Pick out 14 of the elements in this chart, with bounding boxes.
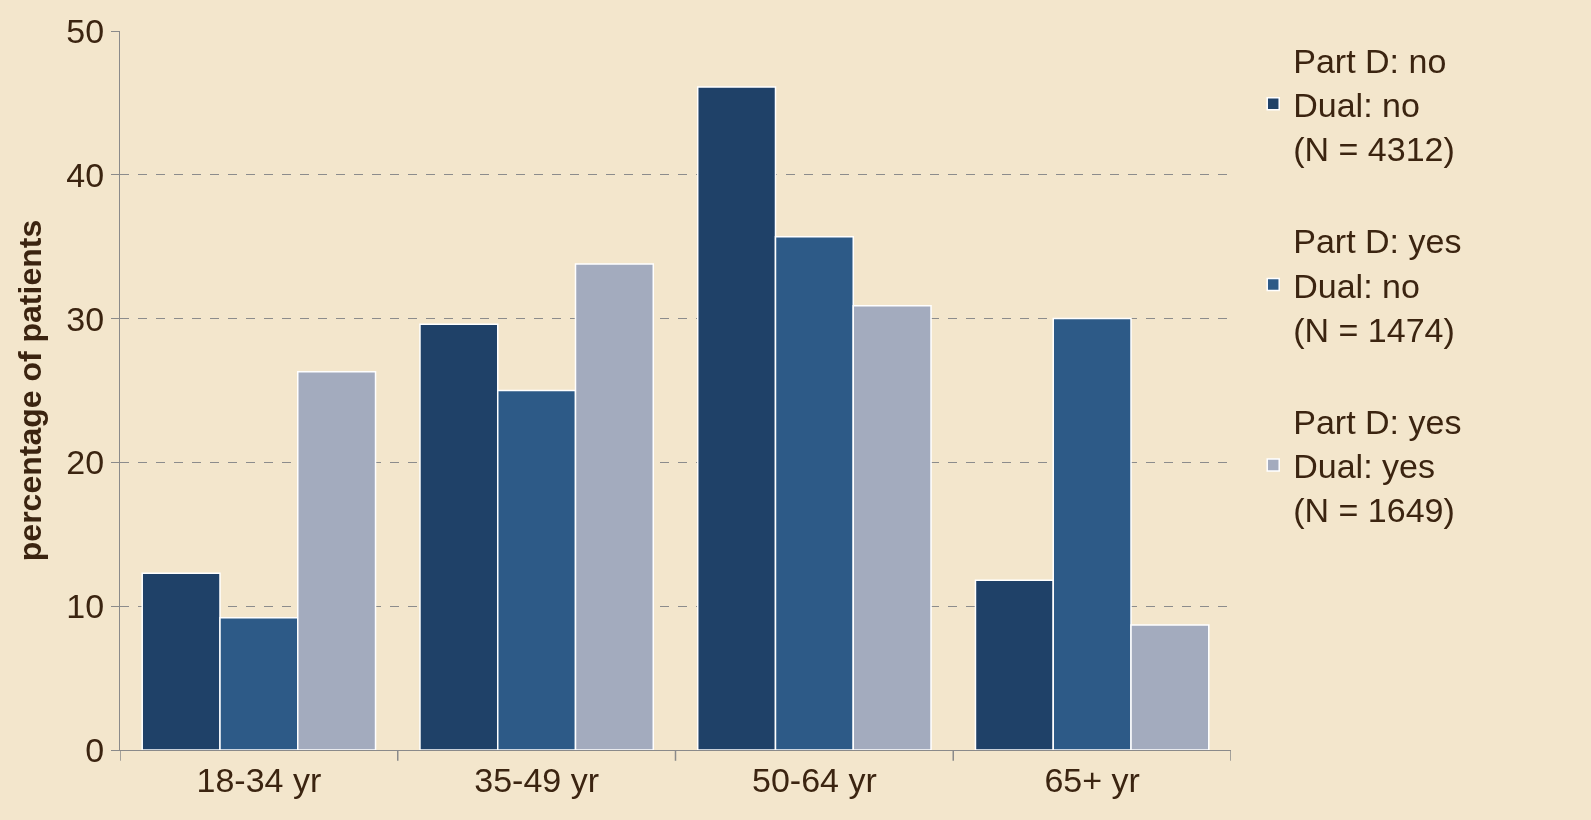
x-tick-label: 18-34 yr (196, 760, 322, 799)
x-tick-label: 50-64 yr (752, 760, 877, 799)
y-tick-label: 0 (85, 730, 105, 769)
legend-label: Part D: yes Dual: no (N = 1474) (1293, 222, 1462, 349)
y-tick-label: 50 (66, 11, 105, 50)
legend-label: Part D: no Dual: no (N = 4312) (1293, 41, 1455, 169)
x-tick-label: 35-49 yr (474, 760, 599, 799)
y-tick-label: 20 (66, 443, 105, 482)
y-tick-label: 30 (66, 299, 105, 338)
y-tick-label: 10 (66, 587, 105, 626)
y-axis-title: percentage of patients (11, 219, 48, 562)
legend-label: Part D: yes Dual: yes (N = 1649) (1293, 403, 1462, 530)
x-tick-label: 65+ yr (1044, 760, 1140, 799)
y-tick-label: 40 (66, 155, 105, 194)
